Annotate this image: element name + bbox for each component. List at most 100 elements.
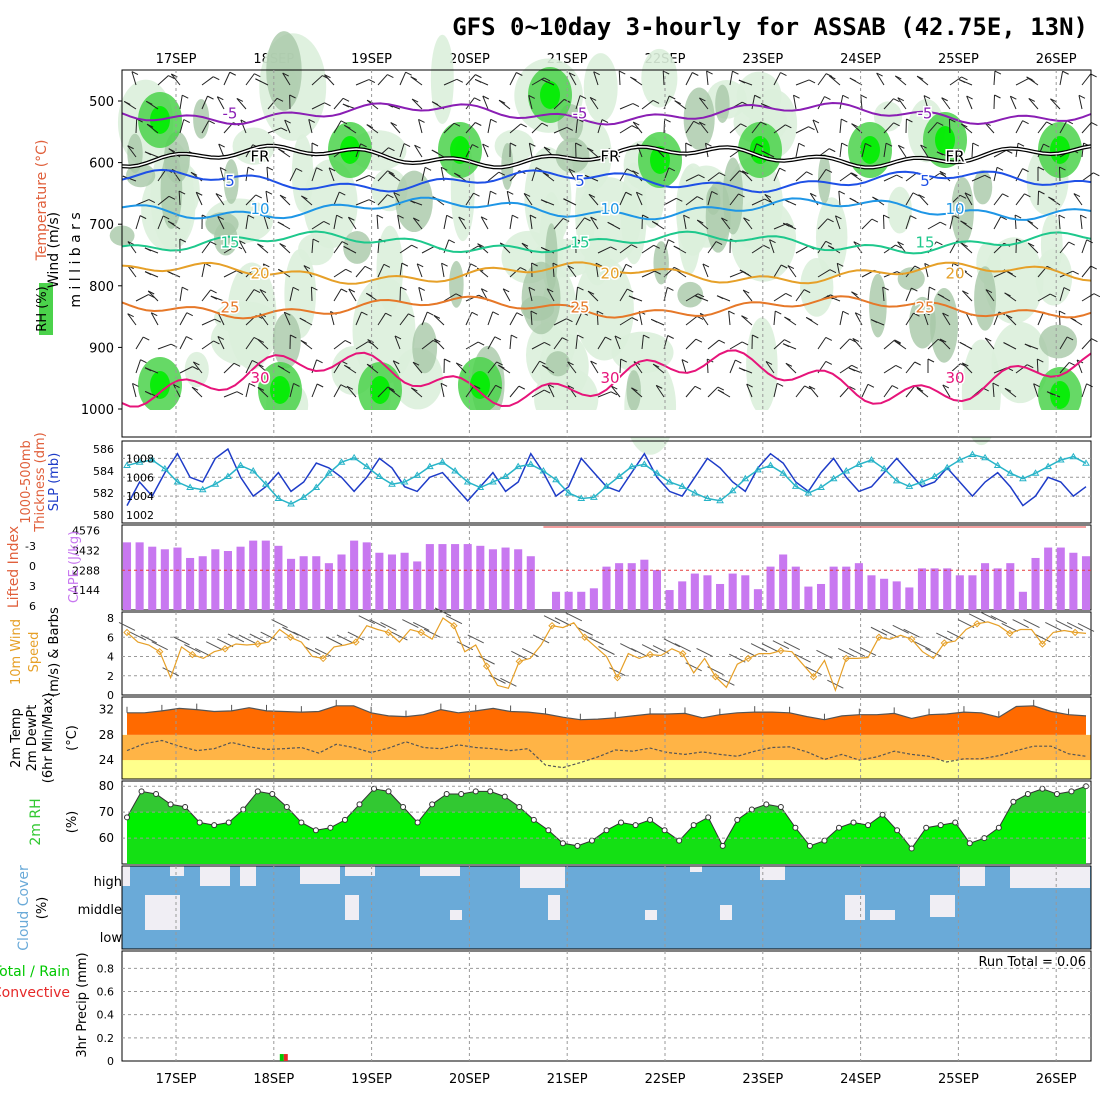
- temp-band-mid: [122, 735, 1091, 760]
- cape-bar: [590, 588, 598, 610]
- rh-shade-mid: [343, 231, 371, 264]
- rh-point: [459, 791, 464, 796]
- rh-label: RH (%): [35, 286, 50, 331]
- cloud-gap: [345, 866, 375, 876]
- pressure-tick: 500: [89, 95, 114, 110]
- cape-bar: [489, 549, 497, 610]
- rh-point: [357, 802, 362, 807]
- temp-unit: (°C): [65, 725, 80, 751]
- wind-tick: 6: [107, 631, 114, 644]
- rh-point: [125, 815, 130, 820]
- rh-point: [807, 843, 812, 848]
- cloud-gap: [960, 866, 985, 886]
- rh-point: [1069, 789, 1074, 794]
- rh-point: [691, 823, 696, 828]
- cape-bar: [438, 544, 446, 610]
- cape-bar: [893, 581, 901, 610]
- isotherm-label: 15: [220, 234, 239, 252]
- rh-point: [444, 791, 449, 796]
- precip-label: 3hr Precip (mm): [75, 952, 90, 1057]
- wind-barb: [1037, 359, 1038, 373]
- rh-point: [793, 825, 798, 830]
- surface-wind-barb: [206, 642, 222, 650]
- cape-bar: [779, 554, 787, 610]
- rh-point: [212, 823, 217, 828]
- cape-bar: [1069, 553, 1077, 610]
- surface-wind-barb: [359, 616, 375, 624]
- wind-barb: [311, 287, 312, 301]
- cape-bar: [729, 574, 737, 610]
- cape-bar: [880, 579, 888, 610]
- rh-tick: 80: [99, 779, 114, 793]
- cloud-gap: [450, 910, 462, 920]
- cloud-gap: [420, 866, 460, 876]
- surface-wind-barb: [816, 650, 832, 658]
- rh2m-label: 2m RH: [28, 798, 44, 845]
- cape-bar: [994, 568, 1002, 610]
- rh-point: [967, 841, 972, 846]
- cape-bar: [148, 547, 156, 610]
- rh-shade-bright: [1050, 381, 1070, 409]
- cape-bar: [375, 553, 383, 610]
- rh-tick: 70: [99, 805, 114, 819]
- bottom-date-label: 21SEP: [547, 1072, 588, 1087]
- cape-bar: [451, 544, 459, 610]
- isotherm-label: 25: [915, 298, 934, 316]
- surface-wind-barb: [991, 616, 1007, 624]
- cape-bar: [413, 561, 421, 610]
- cape-bar: [918, 568, 926, 610]
- top-date-label: 17SEP: [156, 52, 197, 67]
- lifted-index-label: Lifted Index: [6, 526, 22, 608]
- rh-point: [909, 846, 914, 851]
- isotherm-label: 5: [575, 172, 585, 190]
- isotherm-label: -5: [223, 104, 238, 122]
- cape-bar: [186, 558, 194, 610]
- cloud-gap: [760, 866, 785, 880]
- rh-point: [735, 817, 740, 822]
- pressure-tick: 700: [89, 218, 114, 233]
- rh-shade-bright: [270, 376, 290, 404]
- rh-point: [255, 789, 260, 794]
- rh-point: [313, 828, 318, 833]
- rh-point: [1054, 791, 1059, 796]
- cape-bar: [464, 544, 472, 610]
- rh-point: [662, 828, 667, 833]
- cloud-gap: [170, 866, 184, 876]
- rh-point: [154, 791, 159, 796]
- isotherm-label: 30: [945, 369, 964, 387]
- lifted-index-tick: 0: [29, 560, 36, 573]
- run-total: Run Total = 0.06: [978, 955, 1086, 970]
- surface-wind-barb: [304, 647, 320, 655]
- cloud-gap: [845, 895, 865, 920]
- pressure-tick: 900: [89, 341, 114, 356]
- top-date-label: 26SEP: [1036, 52, 1077, 67]
- cloud-gap: [520, 866, 565, 888]
- rh-point: [415, 820, 420, 825]
- bottom-date-label: 22SEP: [645, 1072, 686, 1087]
- cape-bar: [123, 542, 131, 610]
- cape-bar: [968, 575, 976, 610]
- cape-bar: [476, 546, 484, 610]
- rh-point: [996, 825, 1001, 830]
- precip-convective-bar: [284, 1054, 288, 1061]
- cape-bar: [274, 546, 282, 610]
- pressure-tick: 800: [89, 280, 114, 295]
- rh-point: [895, 828, 900, 833]
- top-date-label: 23SEP: [742, 52, 783, 67]
- surface-wind-barb: [599, 647, 615, 655]
- rh-point: [139, 789, 144, 794]
- rh-point: [924, 825, 929, 830]
- rh-shade-bright: [370, 376, 390, 404]
- slp-label: SLP (mb): [47, 453, 62, 512]
- svg-text:Wind (m/s): Wind (m/s): [46, 212, 62, 288]
- surface-wind-barb: [860, 647, 876, 655]
- rh-point: [851, 820, 856, 825]
- wind-barb: [400, 287, 401, 301]
- cape-bar: [237, 547, 245, 610]
- rh-point: [560, 841, 565, 846]
